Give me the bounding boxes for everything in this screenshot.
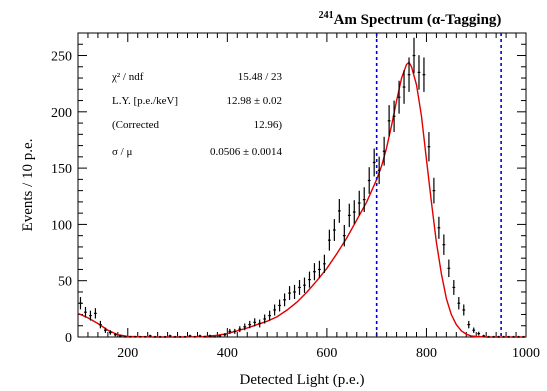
data-point bbox=[273, 304, 276, 315]
data-point bbox=[487, 336, 490, 337]
data-point bbox=[348, 204, 351, 227]
data-points-layer bbox=[79, 38, 525, 337]
y-tick-label: 50 bbox=[58, 275, 72, 290]
data-point bbox=[452, 280, 455, 295]
data-point bbox=[333, 219, 336, 241]
data-point bbox=[457, 297, 460, 309]
data-point bbox=[467, 321, 470, 328]
data-point bbox=[358, 191, 361, 216]
data-point bbox=[164, 336, 167, 337]
data-point bbox=[99, 321, 102, 328]
data-point bbox=[144, 336, 147, 337]
data-point bbox=[233, 329, 236, 334]
data-point bbox=[353, 200, 356, 224]
cut-lines-layer bbox=[377, 33, 501, 337]
y-tick-label: 250 bbox=[51, 50, 72, 65]
data-point bbox=[303, 278, 306, 293]
data-point bbox=[194, 336, 197, 337]
x-tick-label: 400 bbox=[217, 346, 238, 361]
data-point bbox=[502, 336, 505, 337]
data-point bbox=[442, 234, 445, 254]
data-point bbox=[462, 304, 465, 315]
x-tick-label: 600 bbox=[316, 346, 337, 361]
data-point bbox=[438, 217, 441, 239]
data-point bbox=[278, 300, 281, 312]
x-tick-label: 800 bbox=[416, 346, 437, 361]
stat-label-chi2: χ² / ndf bbox=[111, 71, 144, 83]
data-point bbox=[512, 336, 515, 337]
data-point bbox=[507, 336, 510, 337]
data-point bbox=[238, 326, 241, 332]
data-point bbox=[433, 178, 436, 204]
x-axis-label: Detected Light (p.e.) bbox=[240, 372, 365, 388]
data-point bbox=[79, 297, 82, 309]
y-tick-label: 0 bbox=[65, 331, 72, 346]
plot-frame bbox=[78, 33, 526, 337]
chart-title-main: Am Spectrum (α-Tagging) bbox=[334, 12, 502, 28]
data-point bbox=[184, 336, 187, 337]
fit-stats-box: χ² / ndf 15.48 / 23 L.Y. [p.e./keV] 12.9… bbox=[111, 71, 282, 158]
data-point bbox=[179, 336, 182, 337]
y-tick-label: 200 bbox=[51, 106, 72, 121]
data-point bbox=[517, 336, 520, 337]
stat-label-resolution: σ / μ bbox=[112, 146, 132, 158]
x-tick-label: 1000 bbox=[512, 346, 540, 361]
data-point bbox=[423, 57, 426, 91]
stat-value-corrected: 12.96) bbox=[254, 119, 283, 131]
data-point bbox=[258, 320, 261, 328]
data-point bbox=[373, 149, 376, 177]
stat-value-chi2: 15.48 / 23 bbox=[238, 71, 283, 83]
data-point bbox=[428, 132, 431, 161]
data-point bbox=[313, 263, 316, 280]
data-point bbox=[477, 332, 480, 336]
data-point bbox=[293, 285, 296, 299]
data-point bbox=[298, 280, 301, 295]
y-tick-label: 150 bbox=[51, 162, 72, 177]
data-point bbox=[522, 336, 525, 337]
chart-title: 241Am Spectrum (α-Tagging) bbox=[319, 10, 502, 28]
data-point bbox=[413, 38, 416, 74]
data-point bbox=[447, 260, 450, 278]
y-tick-label: 100 bbox=[51, 218, 72, 233]
chart-title-superscript: 241 bbox=[319, 10, 334, 21]
data-point bbox=[368, 167, 371, 194]
data-point bbox=[94, 308, 97, 318]
stat-label-light-yield: L.Y. [p.e./keV] bbox=[112, 95, 178, 107]
stat-value-resolution: 0.0506 ± 0.0014 bbox=[210, 146, 283, 158]
y-axis-label: Events / 10 p.e. bbox=[20, 139, 36, 232]
data-point bbox=[288, 286, 291, 300]
data-point bbox=[174, 336, 177, 337]
data-point bbox=[378, 157, 381, 184]
data-point bbox=[338, 199, 341, 223]
data-point bbox=[159, 336, 162, 337]
data-point bbox=[308, 272, 311, 288]
data-point bbox=[418, 55, 421, 89]
data-point bbox=[283, 293, 286, 306]
x-tick-label: 200 bbox=[117, 346, 138, 361]
data-point bbox=[328, 230, 331, 251]
data-point bbox=[497, 336, 500, 337]
data-point bbox=[472, 328, 475, 333]
data-point bbox=[154, 336, 157, 337]
data-point bbox=[492, 336, 495, 337]
stat-value-light-yield: 12.98 ± 0.02 bbox=[226, 95, 282, 107]
stat-label-corrected: (Corrected bbox=[112, 119, 160, 131]
